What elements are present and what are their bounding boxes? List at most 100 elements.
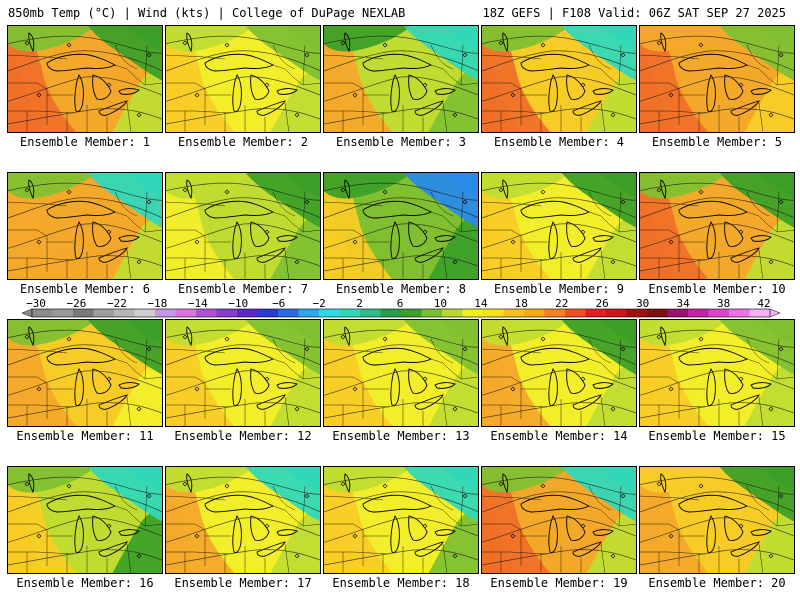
- ensemble-panel-1: Ensemble Member: 1: [7, 25, 163, 153]
- ensemble-panel-7: Ensemble Member: 7: [165, 172, 321, 300]
- height-contours: [639, 476, 795, 566]
- model-run-info: 18Z GEFS | F108 Valid: 06Z SAT SEP 27 20…: [482, 6, 786, 20]
- colorbar-tick-label: −26: [66, 297, 86, 310]
- temperature-map-14: [481, 319, 637, 427]
- colorbar-swatch-34: [729, 309, 750, 317]
- warm-core-18: [323, 496, 361, 574]
- ensemble-panel-13: Ensemble Member: 13: [323, 319, 479, 447]
- political-borders: [481, 485, 637, 574]
- wind-markers: [656, 334, 784, 412]
- ensemble-panel-9: Ensemble Member: 9: [481, 172, 637, 300]
- colorbar-swatch-21: [462, 309, 484, 317]
- colorbar-swatch-8: [196, 309, 217, 317]
- temperature-map-1: [7, 25, 163, 133]
- colorbar-tick-label: 34: [676, 297, 690, 310]
- lake-outlines: [28, 32, 140, 116]
- colorbar-outline: [31, 308, 771, 318]
- height-contours: [7, 35, 163, 125]
- height-contours: [165, 476, 321, 566]
- warm-core-7: [165, 202, 203, 280]
- political-borders: [165, 338, 321, 427]
- ensemble-panel-15: Ensemble Member: 15: [639, 319, 795, 447]
- wind-markers: [498, 334, 626, 412]
- temperature-map-12: [165, 319, 321, 427]
- ensemble-panel-20: Ensemble Member: 20: [639, 466, 795, 594]
- colorbar-swatch-2: [73, 309, 94, 317]
- wind-markers: [340, 187, 468, 265]
- panel-label: Ensemble Member: 15: [648, 429, 786, 443]
- colorbar-swatch-23: [503, 309, 525, 317]
- colorbar-swatch-29: [626, 309, 648, 317]
- colorbar-swatch-3: [93, 309, 115, 317]
- lake-outlines: [502, 473, 614, 557]
- colorbar-swatch-17: [380, 309, 402, 317]
- temperature-map-20: [639, 466, 795, 574]
- panel-label: Ensemble Member: 12: [174, 429, 312, 443]
- lake-outlines: [28, 179, 140, 263]
- colorbar-swatch-24: [524, 309, 545, 317]
- panel-label: Ensemble Member: 2: [177, 135, 309, 149]
- panel-label: Ensemble Member: 4: [493, 135, 625, 149]
- lake-outlines: [186, 326, 298, 410]
- warm-core-2: [165, 55, 203, 133]
- colorbar-tick-label: −10: [228, 297, 248, 310]
- ensemble-panel-11: Ensemble Member: 11: [7, 319, 163, 447]
- wind-markers: [498, 40, 626, 118]
- temperature-map-9: [481, 172, 637, 280]
- lake-outlines: [186, 473, 298, 557]
- colorbar-tick-label: −22: [107, 297, 127, 310]
- colorbar-tick-label: 2: [356, 297, 363, 310]
- warm-core-5: [639, 55, 677, 133]
- ensemble-panel-8: Ensemble Member: 8: [323, 172, 479, 300]
- warm-core-15: [639, 349, 677, 427]
- height-contours: [323, 476, 479, 566]
- lake-outlines: [660, 326, 772, 410]
- ensemble-panel-10: Ensemble Member: 10: [639, 172, 795, 300]
- panel-label: Ensemble Member: 6: [19, 282, 151, 296]
- colorbar-swatch-5: [134, 309, 156, 317]
- height-contours: [481, 35, 637, 125]
- lake-outlines: [28, 326, 140, 410]
- ensemble-panel-4: Ensemble Member: 4: [481, 25, 637, 153]
- colorbar-swatch-26: [565, 309, 586, 317]
- ensemble-panel-17: Ensemble Member: 17: [165, 466, 321, 594]
- wind-markers: [182, 187, 310, 265]
- height-contours: [165, 329, 321, 419]
- warm-core-20: [639, 496, 677, 574]
- panel-label: Ensemble Member: 3: [335, 135, 467, 149]
- colorbar-swatch-32: [688, 309, 709, 317]
- warm-core-10: [639, 202, 677, 280]
- warm-core-9: [481, 202, 519, 280]
- colorbar-swatch-12: [278, 309, 299, 317]
- political-borders: [7, 338, 163, 427]
- colorbar-swatch-16: [360, 309, 381, 317]
- ensemble-panel-6: Ensemble Member: 6: [7, 172, 163, 300]
- colorbar-swatch-25: [544, 309, 566, 317]
- panel-label: Ensemble Member: 13: [332, 429, 470, 443]
- temperature-map-16: [7, 466, 163, 574]
- colorbar-swatch-7: [175, 309, 197, 317]
- colorbar-swatch-35: [749, 309, 771, 317]
- temperature-map-6: [7, 172, 163, 280]
- panel-label: Ensemble Member: 11: [16, 429, 154, 443]
- colorbar-tick-label: −18: [147, 297, 167, 310]
- height-contours: [481, 329, 637, 419]
- political-borders: [481, 191, 637, 280]
- figure-title: 850mb Temp (°C) | Wind (kts) | College o…: [8, 6, 406, 20]
- colorbar-swatch-33: [708, 309, 730, 317]
- temperature-colorbar: −30 −26 −22 −18 −14 −10 −6 −2 2 6 10 14 18 22 26 30 34 38…: [0, 296, 800, 324]
- height-contours: [639, 329, 795, 419]
- warm-core-8: [323, 202, 361, 280]
- colorbar-tick-label: 14: [474, 297, 488, 310]
- colorbar-tick-label: 6: [397, 297, 404, 310]
- panel-label: Ensemble Member: 20: [648, 576, 786, 590]
- colorbar-tick-label: 38: [717, 297, 730, 310]
- wind-markers: [656, 481, 784, 559]
- temperature-map-11: [7, 319, 163, 427]
- panel-label: Ensemble Member: 14: [490, 429, 628, 443]
- colorbar-swatch-9: [216, 309, 238, 317]
- lake-outlines: [344, 473, 456, 557]
- colorbar-tick-label: 22: [555, 297, 568, 310]
- colorbar-swatch-27: [585, 309, 607, 317]
- colorbar-swatch-4: [114, 309, 135, 317]
